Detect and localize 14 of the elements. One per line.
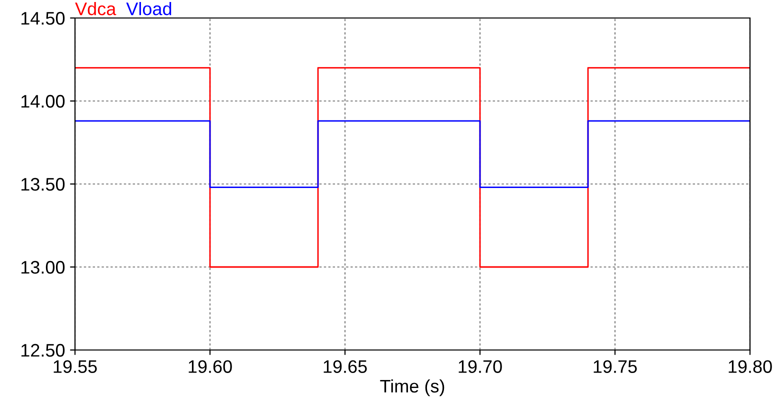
x-tick-label: 19.80	[728, 360, 772, 373]
text: Vdca	[75, 2, 116, 16]
x-tick-label: 19.70	[458, 360, 502, 373]
y-tick-label: 14.50	[21, 12, 65, 25]
y-tick-label: 12.50	[21, 344, 65, 357]
x-tick-label: 19.55	[54, 360, 97, 373]
x-tick-label: 19.60	[188, 360, 232, 373]
y-tick-label: 13.50	[21, 178, 65, 191]
x-axis-title: Time (s)	[380, 379, 444, 396]
y-tick-label: 14.00	[21, 94, 65, 108]
x-tick-label: 19.75	[594, 360, 637, 373]
y-tick-label: 13.00	[21, 260, 65, 274]
text: Vload	[126, 2, 172, 16]
x-tick-label: 19.65	[324, 360, 367, 373]
